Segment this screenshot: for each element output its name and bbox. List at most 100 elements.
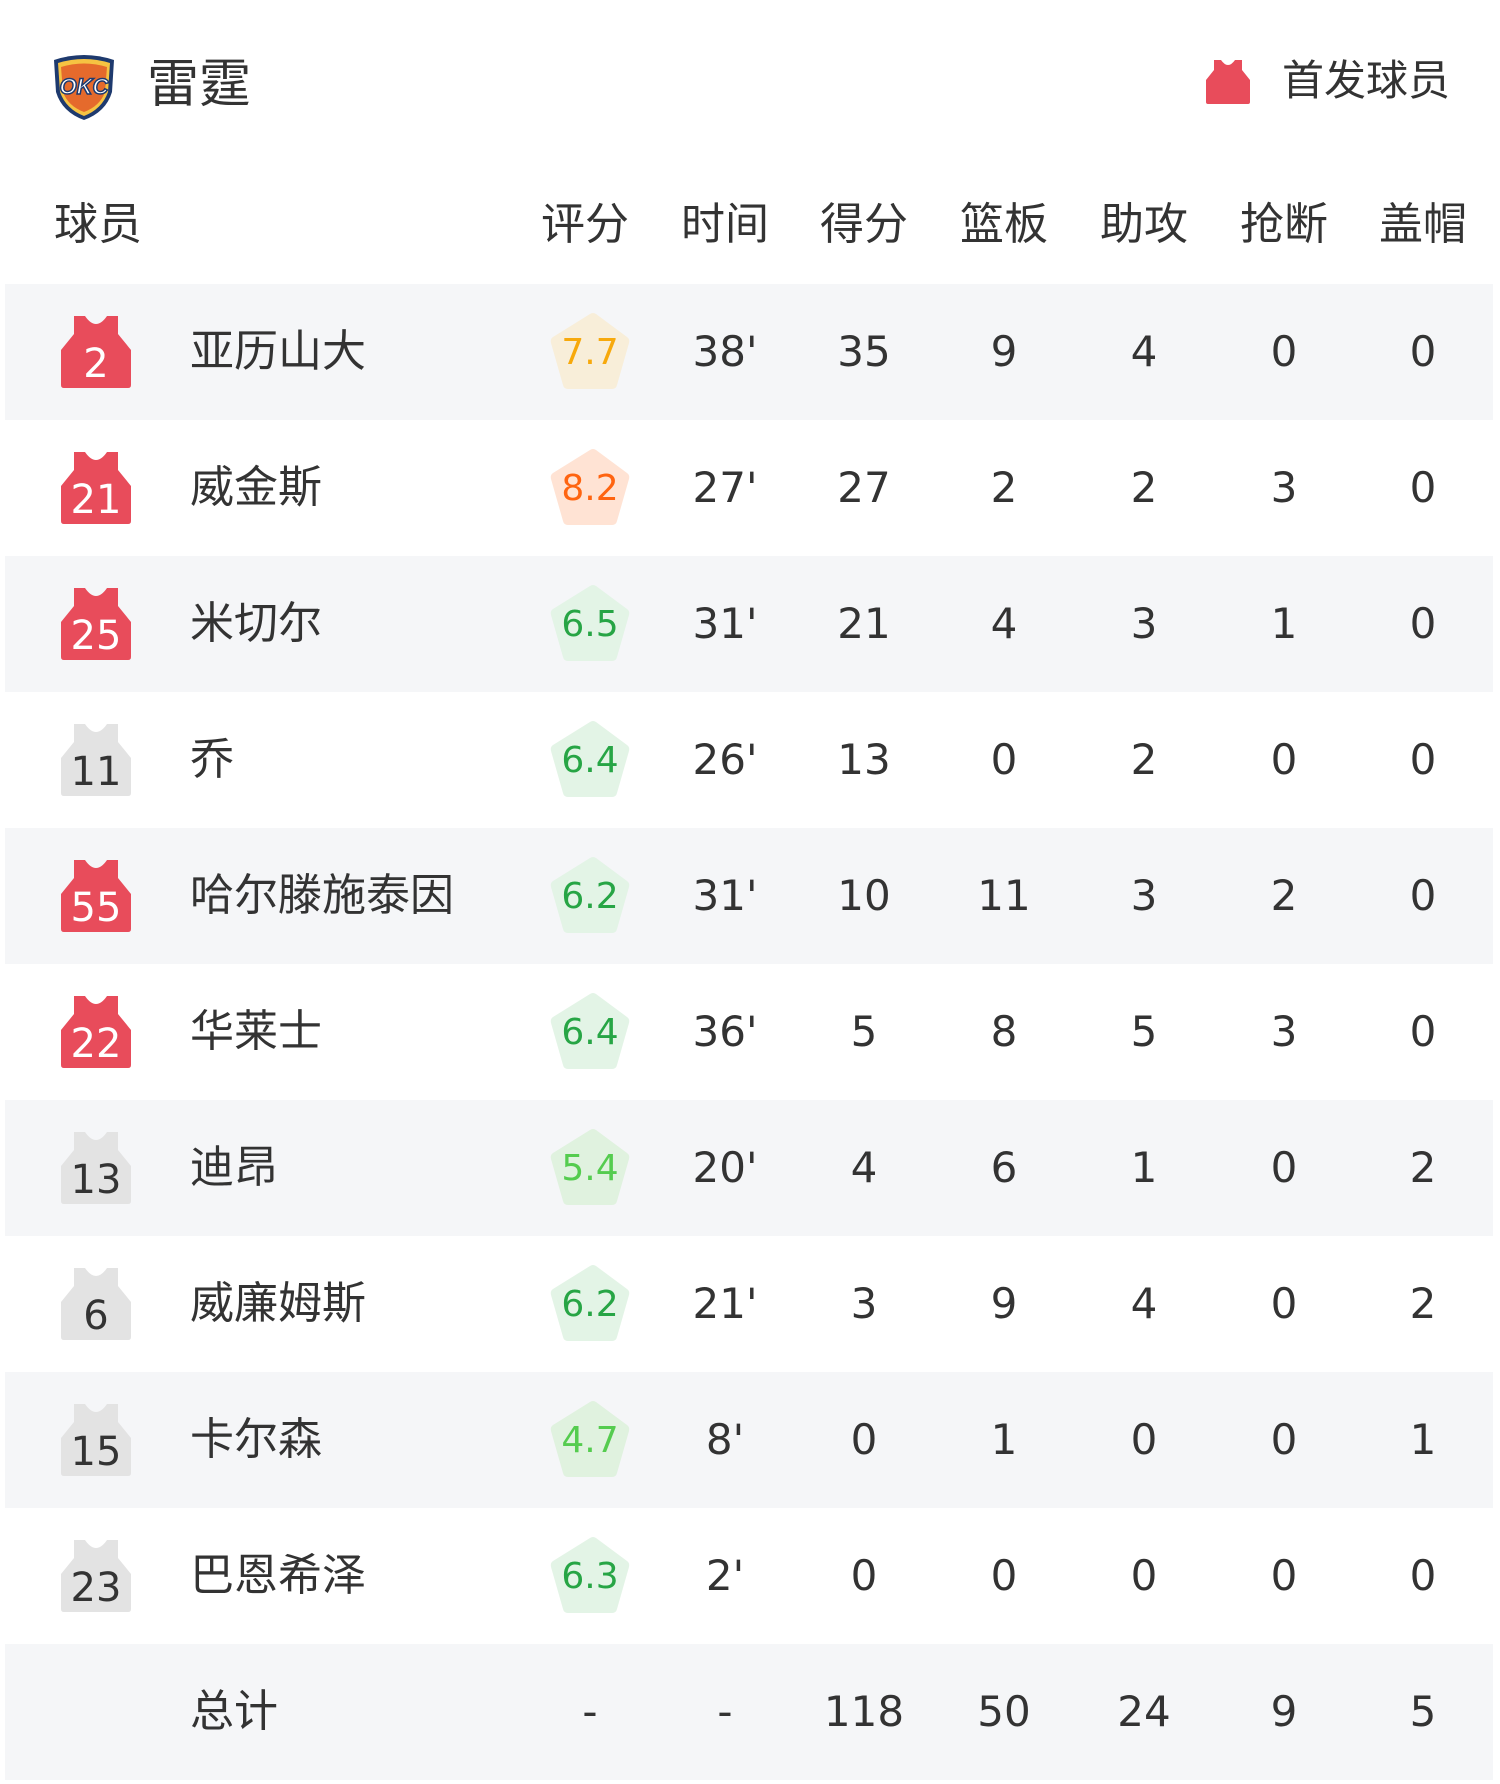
player-row[interactable]: 21 威金斯 8.2 27' 27 2 2 3 0 (5, 420, 1493, 556)
jersey-icon (61, 1132, 131, 1204)
legend-label: 首发球员 (1281, 56, 1450, 105)
player-name[interactable]: 哈尔滕施泰因 (190, 870, 454, 921)
rating-badge: 6.4 (549, 719, 631, 799)
player-row[interactable]: 11 乔 6.4 26' 13 0 2 0 0 (5, 692, 1493, 828)
stat-blocks: 2 (1409, 1143, 1437, 1192)
total-blocks: 5 (1409, 1687, 1437, 1736)
jersey-number: 6 (83, 1293, 109, 1339)
player-name[interactable]: 华莱士 (190, 1006, 322, 1057)
pentagon-icon (550, 449, 630, 525)
col-assists[interactable]: 助攻 (1100, 199, 1188, 250)
jersey-number: 25 (70, 613, 122, 659)
jersey-number: 55 (70, 885, 122, 931)
rating-value: 6.3 (561, 1556, 619, 1597)
col-blocks[interactable]: 盖帽 (1379, 199, 1467, 250)
stat-steals: 0 (1270, 327, 1298, 376)
pentagon-icon (550, 1129, 630, 1205)
player-row[interactable]: 13 迪昂 5.4 20' 4 6 1 0 2 (5, 1100, 1493, 1236)
stat-blocks: 0 (1409, 1007, 1437, 1056)
col-steals[interactable]: 抢断 (1240, 199, 1328, 250)
player-name[interactable]: 迪昂 (190, 1142, 278, 1193)
stat-assists: 0 (1130, 1415, 1158, 1464)
table-header: 球员 评分 时间 得分 篮板 助攻 抢断 盖帽 (0, 190, 1500, 260)
total-steals: 9 (1270, 1687, 1298, 1736)
stat-rebounds: 9 (990, 1279, 1018, 1328)
stat-points: 0 (850, 1415, 878, 1464)
stat-assists: 5 (1130, 1007, 1158, 1056)
stat-steals: 0 (1270, 1143, 1298, 1192)
jersey-number: 23 (70, 1565, 122, 1611)
player-row[interactable]: 22 华莱士 6.4 36' 5 8 5 3 0 (5, 964, 1493, 1100)
stat-blocks: 1 (1409, 1415, 1437, 1464)
player-row[interactable]: 2 亚历山大 7.7 38' 35 9 4 0 0 (5, 284, 1493, 420)
col-points[interactable]: 得分 (820, 199, 908, 250)
stat-blocks: 2 (1409, 1279, 1437, 1328)
stat-assists: 1 (1130, 1143, 1158, 1192)
stat-points: 10 (837, 871, 891, 920)
pentagon-icon (550, 857, 630, 933)
stat-rebounds: 9 (990, 327, 1018, 376)
pentagon-icon (550, 585, 630, 661)
col-rating[interactable]: 评分 (541, 199, 629, 250)
pentagon-icon (550, 993, 630, 1069)
logo-text: OKC (60, 74, 110, 99)
rating-value: 6.5 (561, 604, 619, 645)
player-name[interactable]: 米切尔 (190, 598, 322, 649)
total-rebounds: 50 (977, 1687, 1031, 1736)
total-minutes: - (717, 1687, 733, 1736)
stat-minutes: 31' (692, 871, 758, 920)
stat-minutes: 31' (692, 599, 758, 648)
stat-points: 13 (837, 735, 891, 784)
stat-steals: 0 (1270, 735, 1298, 784)
stat-assists: 3 (1130, 599, 1158, 648)
rating-value: 7.7 (561, 332, 619, 373)
player-name[interactable]: 卡尔森 (190, 1414, 322, 1465)
stat-points: 5 (850, 1007, 878, 1056)
stat-minutes: 38' (692, 327, 758, 376)
stat-points: 35 (837, 327, 891, 376)
rating-badge: 6.2 (549, 1263, 631, 1343)
player-name[interactable]: 威廉姆斯 (190, 1278, 366, 1329)
starter-legend: 首发球员 (1205, 56, 1450, 106)
jersey-number-badge: 21 (61, 450, 131, 524)
rating-value: 5.4 (561, 1148, 619, 1189)
player-name[interactable]: 威金斯 (190, 462, 322, 513)
jersey-icon (61, 1268, 131, 1340)
totals-row: 总计 - - 118 50 24 9 5 (5, 1644, 1493, 1780)
player-row[interactable]: 6 威廉姆斯 6.2 21' 3 9 4 0 2 (5, 1236, 1493, 1372)
jersey-number-badge: 25 (61, 586, 131, 660)
jersey-icon (61, 316, 131, 388)
stat-assists: 0 (1130, 1551, 1158, 1600)
stat-assists: 2 (1130, 735, 1158, 784)
jersey-number-badge: 22 (61, 994, 131, 1068)
stat-minutes: 27' (692, 463, 758, 512)
jersey-number-badge: 55 (61, 858, 131, 932)
jersey-number-badge: 11 (61, 722, 131, 796)
jersey-number: 21 (70, 477, 122, 523)
stat-rebounds: 6 (990, 1143, 1018, 1192)
stat-steals: 3 (1270, 463, 1298, 512)
player-row[interactable]: 15 卡尔森 4.7 8' 0 1 0 0 1 (5, 1372, 1493, 1508)
player-name[interactable]: 巴恩希泽 (190, 1550, 366, 1601)
player-row[interactable]: 55 哈尔滕施泰因 6.2 31' 10 11 3 2 0 (5, 828, 1493, 964)
jersey-number: 22 (70, 1021, 122, 1067)
pentagon-icon (550, 313, 630, 389)
col-minutes[interactable]: 时间 (681, 199, 769, 250)
rating-badge: 6.5 (549, 583, 631, 663)
total-rating: - (582, 1687, 598, 1736)
stat-blocks: 0 (1409, 463, 1437, 512)
jersey-number: 15 (70, 1429, 122, 1475)
player-name[interactable]: 亚历山大 (190, 326, 366, 377)
stat-assists: 3 (1130, 871, 1158, 920)
col-rebounds[interactable]: 篮板 (960, 199, 1048, 250)
pentagon-icon (550, 1537, 630, 1613)
stat-points: 4 (850, 1143, 878, 1192)
player-name[interactable]: 乔 (190, 734, 234, 785)
player-row[interactable]: 25 米切尔 6.5 31' 21 4 3 1 0 (5, 556, 1493, 692)
team-name: 雷霆 (147, 55, 252, 115)
stat-steals: 0 (1270, 1415, 1298, 1464)
stat-rebounds: 8 (990, 1007, 1018, 1056)
stat-minutes: 21' (692, 1279, 758, 1328)
player-row[interactable]: 23 巴恩希泽 6.3 2' 0 0 0 0 0 (5, 1508, 1493, 1644)
stat-assists: 2 (1130, 463, 1158, 512)
